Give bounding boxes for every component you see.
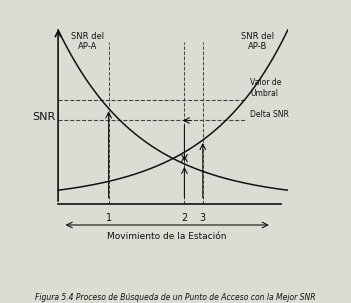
Text: 3: 3 — [200, 213, 206, 223]
Text: 1: 1 — [106, 213, 112, 223]
Text: SNR del
AP-A: SNR del AP-A — [71, 32, 105, 51]
Text: 2: 2 — [181, 213, 187, 223]
Text: Delta SNR: Delta SNR — [250, 110, 289, 119]
Text: SNR: SNR — [33, 112, 56, 122]
Text: Figura 5.4 Proceso de Búsqueda de un Punto de Acceso con la Mejor SNR: Figura 5.4 Proceso de Búsqueda de un Pun… — [35, 293, 316, 302]
Text: SNR del
AP-B: SNR del AP-B — [241, 32, 274, 51]
Text: Movimiento de la Estación: Movimiento de la Estación — [107, 232, 227, 241]
Text: Valor de
Umbral: Valor de Umbral — [250, 78, 281, 98]
